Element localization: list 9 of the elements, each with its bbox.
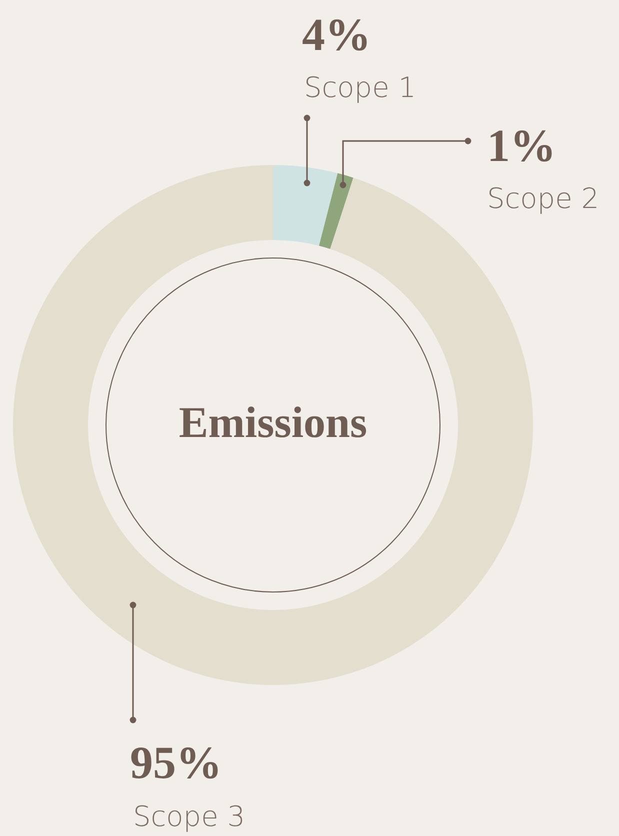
data-label: 1%	[487, 120, 556, 171]
slice-label: Scope 3	[133, 800, 246, 833]
data-label: 4%	[302, 9, 371, 60]
donut-slice	[319, 173, 354, 250]
slice-label: Scope 2	[487, 182, 600, 215]
donut-slice	[273, 165, 338, 246]
slice-label: Scope 1	[304, 71, 416, 104]
text: Emissions	[178, 398, 368, 447]
data-label: 95%	[130, 737, 222, 788]
